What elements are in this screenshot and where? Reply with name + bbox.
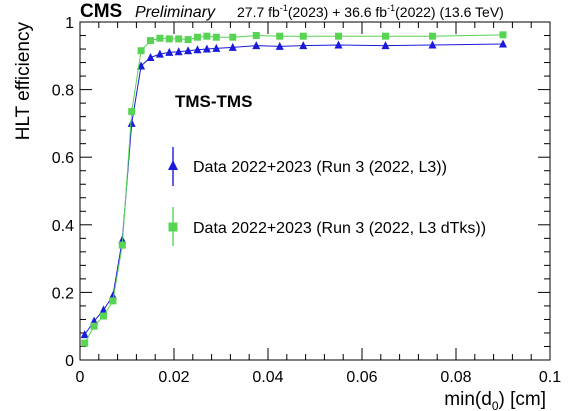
series-line xyxy=(84,43,504,335)
data-point xyxy=(128,108,136,116)
data-point xyxy=(276,32,284,40)
data-point xyxy=(252,41,261,50)
legend-label-l3: Data 2022+2023 (Run 3 (2022, L3)) xyxy=(193,159,447,176)
x-tick-label: 0.02 xyxy=(158,369,189,386)
data-point xyxy=(275,41,284,50)
data-point xyxy=(147,37,154,45)
data-point xyxy=(381,41,390,50)
data-point xyxy=(252,32,260,40)
y-tick-label: 0.8 xyxy=(52,83,74,100)
data-point xyxy=(137,47,145,55)
data-point xyxy=(99,305,108,314)
x-axis-label: min(d0) [cm] xyxy=(444,389,546,411)
data-point xyxy=(174,47,183,56)
data-point xyxy=(137,61,146,70)
axis-ticks xyxy=(79,21,551,361)
y-axis-label: HLT efficiency xyxy=(13,22,34,141)
category-label: TMS-TMS xyxy=(175,92,252,111)
x-tick-label: 0.04 xyxy=(252,369,283,386)
data-point xyxy=(155,49,164,58)
data-point xyxy=(108,291,117,300)
data-point xyxy=(175,35,183,43)
legend-label-l3-dtks: Data 2022+2023 (Run 3 (2022, L3 dTks)) xyxy=(193,220,486,237)
data-point xyxy=(382,32,389,40)
data-point xyxy=(184,46,193,55)
data-point xyxy=(90,316,99,325)
x-tick-label: 0 xyxy=(76,369,85,386)
data-point xyxy=(80,330,89,339)
x-tick-labels: 0 0.02 0.04 0.06 0.08 0.1 xyxy=(76,369,562,386)
data-point xyxy=(81,339,89,347)
data-point xyxy=(165,47,174,56)
legend-marker-l3-dtks xyxy=(168,222,178,232)
data-point xyxy=(127,118,136,127)
y-tick-labels: 0 0.2 0.4 0.6 0.8 1 xyxy=(52,15,74,370)
status-label: Preliminary xyxy=(135,4,216,21)
data-point xyxy=(202,44,211,53)
y-tick-label: 0.6 xyxy=(52,150,74,167)
y-tick-label: 0.2 xyxy=(52,285,74,302)
data-point xyxy=(212,43,221,52)
data-point xyxy=(429,32,436,40)
data-point xyxy=(499,39,507,48)
data-point xyxy=(335,32,342,40)
data-point xyxy=(299,41,308,50)
x-tick-label: 0.06 xyxy=(346,369,377,386)
data-point xyxy=(194,33,201,41)
experiment-label: CMS xyxy=(80,1,122,22)
data-point xyxy=(118,241,126,249)
data-point xyxy=(156,34,164,42)
data-point xyxy=(228,42,237,51)
series-l3-dtks xyxy=(81,31,507,347)
data-point xyxy=(499,31,507,39)
data-point xyxy=(203,32,211,40)
data-point xyxy=(229,33,237,41)
lumi-label: 27.7 fb-1(2023) + 36.6 fb-1(2022) (13.6 … xyxy=(237,3,504,20)
data-point xyxy=(90,322,98,330)
data-point xyxy=(193,45,202,54)
data-point xyxy=(184,36,192,44)
legend-marker-l3 xyxy=(168,160,178,170)
data-point xyxy=(299,32,307,40)
series-l3 xyxy=(80,39,507,339)
data-point xyxy=(109,297,117,305)
y-tick-label: 0.4 xyxy=(52,218,74,235)
series-line xyxy=(84,34,504,344)
data-point xyxy=(212,33,220,41)
legend: Data 2022+2023 (Run 3 (2022, L3)) Data 2… xyxy=(168,147,486,246)
y-tick-label: 1 xyxy=(65,15,74,32)
data-point xyxy=(334,40,343,49)
data-point xyxy=(146,52,155,61)
data-point xyxy=(428,40,437,49)
x-tick-label: 0.1 xyxy=(539,369,561,386)
legend-entry-l3-dtks: Data 2022+2023 (Run 3 (2022, L3 dTks)) xyxy=(168,207,486,246)
data-point xyxy=(100,312,107,320)
data-point xyxy=(165,35,173,43)
y-tick-label: 0 xyxy=(65,353,74,370)
legend-entry-l3: Data 2022+2023 (Run 3 (2022, L3)) xyxy=(168,147,447,186)
data-series xyxy=(80,31,507,347)
plot-frame xyxy=(79,21,551,361)
x-tick-label: 0.08 xyxy=(440,369,471,386)
